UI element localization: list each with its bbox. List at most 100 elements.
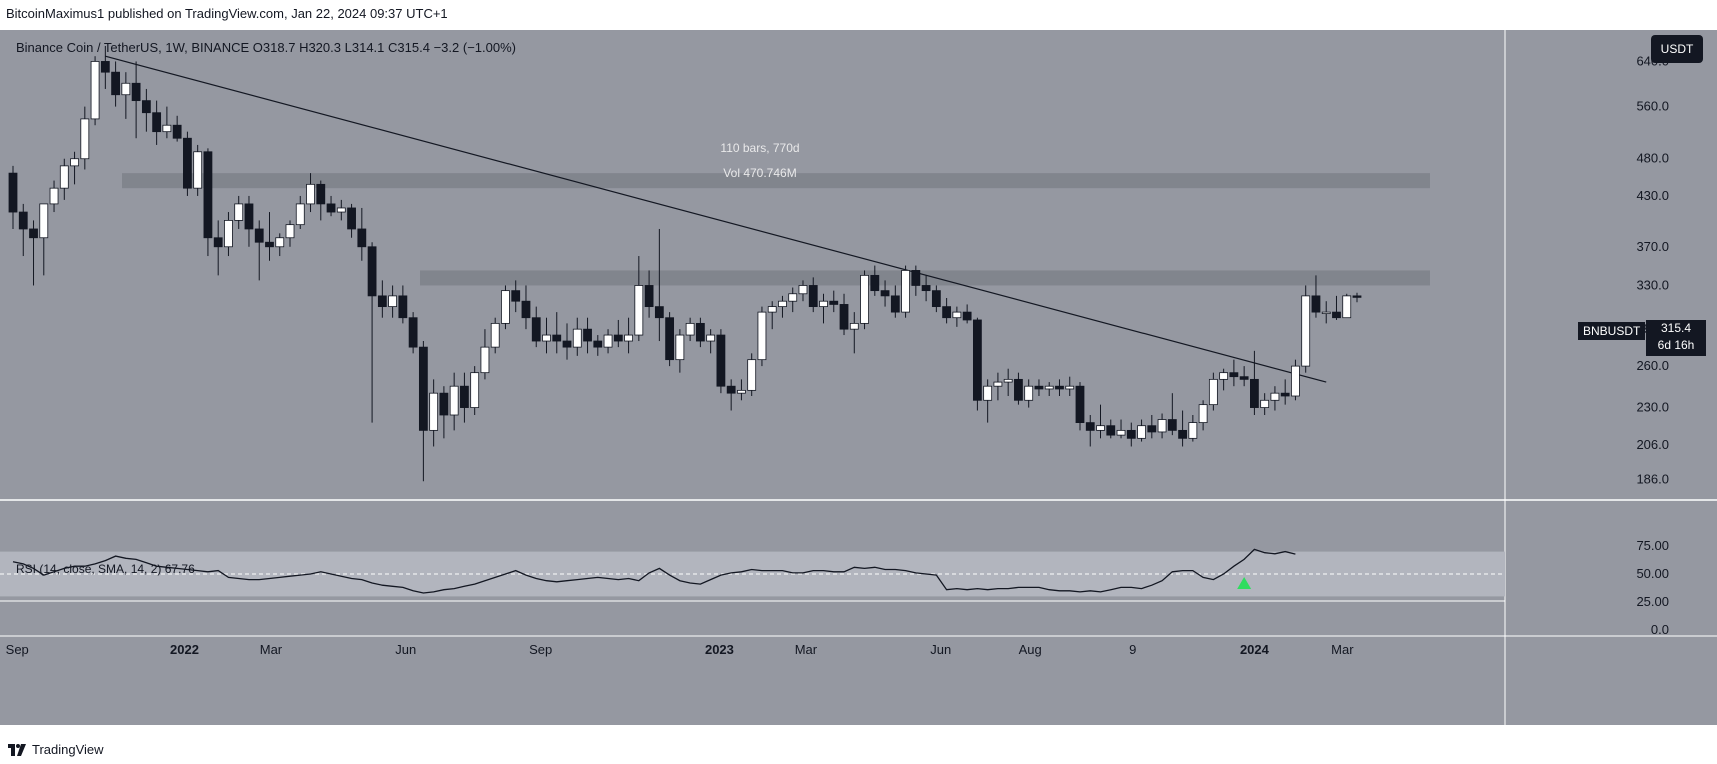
candle-down [870,274,880,292]
candle-up [1116,429,1126,436]
candle-down [829,300,839,305]
candle-up [449,385,459,416]
candle-up [993,381,1003,387]
footer-brand[interactable]: TradingView [8,742,104,757]
rsi-tick-label: 0.0 [1651,622,1669,637]
candle-down [183,137,192,189]
candle-up [1270,392,1280,401]
candle-up [624,334,633,342]
time-tick-label: Mar [260,642,283,657]
last-price-tag: 315.4 6d 16h [1646,320,1706,356]
price-tick-label: 430.0 [1636,188,1669,203]
time-tick-label: 2024 [1240,642,1270,657]
candle-down [439,392,449,416]
currency-button[interactable]: USDT [1651,35,1703,63]
candle-down [1229,372,1239,378]
candle-down [962,311,972,321]
candle-up [59,165,69,189]
candle-down [1250,378,1259,408]
candle-down [1147,425,1157,433]
tradingview-logo-icon [8,743,26,756]
bar-countdown: 6d 16h [1657,338,1695,352]
candle-down [152,112,162,133]
candle-down [911,270,921,286]
last-price-symbol: BNBUSDT [1578,322,1646,340]
rsi-line [12,548,1296,594]
candle-down [460,385,469,408]
candle-up [336,207,346,213]
candle-up [952,311,962,319]
candle-up [1342,295,1352,319]
candle-up [70,158,79,167]
candle-up [39,203,49,239]
candle-down [1014,378,1023,401]
time-tick-label: Jun [395,642,416,657]
measure-volume-label: Vol 470.746M [723,166,796,180]
time-tick-label: 2022 [170,642,199,657]
candle-down [316,183,326,205]
candle-down [1167,419,1177,431]
candle-down [716,334,726,387]
candle-up [1137,425,1146,439]
price-tick-label: 560.0 [1636,99,1669,114]
candle-up [1301,295,1311,367]
low-label: L [344,40,352,55]
candle-up [1260,399,1270,408]
candle-down [695,322,705,342]
candle-up [501,290,510,324]
candle-down [726,385,736,394]
candle-up [1208,378,1218,406]
candle-up [860,274,869,324]
price-tick-label: 260.0 [1636,358,1669,373]
candle-down [418,346,428,431]
candle-down [18,211,28,230]
rsi-signal-marker [1237,576,1252,589]
candle-down [562,340,572,348]
candle-down [131,82,141,102]
candle-down [141,100,151,114]
candle-up [1024,385,1034,401]
candle-down [839,304,849,330]
low-value: 314.1 [351,40,385,55]
high-value: 320.3 [308,40,341,55]
candle-up [685,322,695,336]
candle-up [819,300,828,308]
candle-up [572,328,582,348]
open-label: O [252,40,263,55]
candle-down [1085,422,1095,431]
candle-down [8,172,18,213]
candle-up [306,183,315,205]
candle-up [706,334,716,342]
change-value: −3.2 (−1.00%) [433,40,516,55]
time-tick-label: Sep [6,642,29,657]
candle-down [213,237,223,248]
candle-down [583,328,592,342]
candle-up [1003,378,1013,383]
time-tick-label: 2023 [705,642,734,657]
candle-up [1291,365,1300,397]
candle-down [552,334,562,342]
close-value: 315.4 [397,40,430,55]
candle-down [972,319,982,401]
candle-down [408,317,418,348]
time-tick-label: Mar [795,642,818,657]
symbol-name: Binance Coin / TetherUS, 1W, BINANCE [16,40,250,55]
candle-down [613,334,623,342]
candle-up [470,372,480,408]
rsi-tick-label: 75.00 [1636,538,1669,553]
candle-up [490,322,500,348]
rsi-label: RSI (14, close, SMA, 14, 2) [16,562,162,576]
candle-up [295,203,305,226]
candle-down [172,124,182,139]
footer-brand-label: TradingView [32,742,104,757]
candle-up [480,346,490,374]
candle-down [593,340,603,348]
candle-up [1096,425,1105,431]
candle-down [1075,385,1085,424]
candle-down [265,241,274,248]
candle-up [285,224,295,239]
time-tick-label: Mar [1331,642,1354,657]
candle-down [1126,429,1136,439]
